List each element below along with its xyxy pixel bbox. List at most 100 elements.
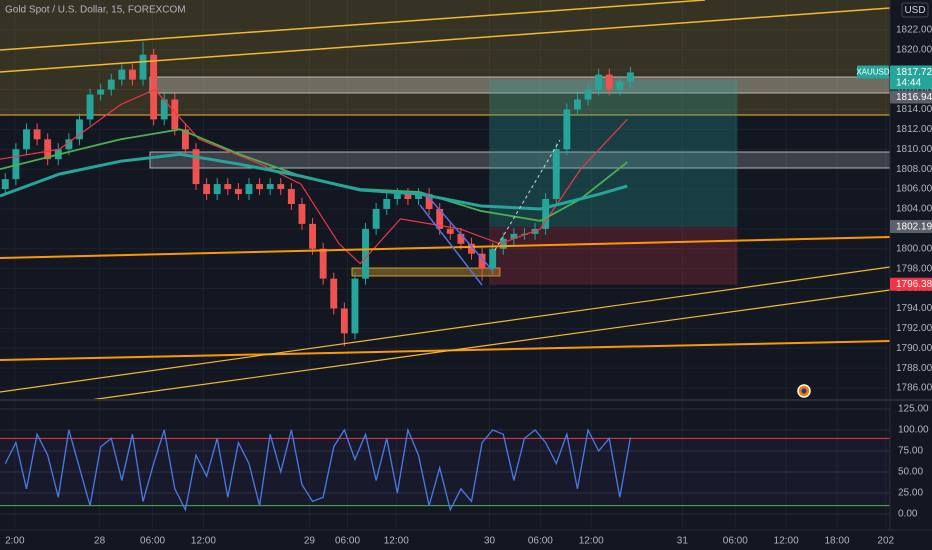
x-tick-label: 30: [484, 536, 496, 547]
candle-body: [213, 184, 221, 195]
candle-body: [605, 74, 613, 90]
y-tick-label: 1790.00: [896, 343, 932, 354]
candle-body: [65, 139, 73, 150]
candle-body: [584, 89, 592, 100]
price-tag-label: 1817.72: [896, 67, 932, 78]
candle-body: [436, 208, 444, 229]
currency-label: USD: [904, 5, 925, 16]
candle-body: [457, 233, 465, 244]
x-tick-label: 12:00: [191, 536, 216, 547]
y-tick-label: 1808.00: [896, 164, 932, 175]
x-tick-label: 2:00: [5, 536, 25, 547]
price-series: [0, 41, 634, 347]
x-tick-label: 202: [877, 536, 894, 547]
y-tick-label: 1792.00: [896, 323, 932, 334]
symbol-tag: [857, 65, 889, 79]
candle-body: [415, 194, 422, 200]
candle-body: [595, 74, 603, 90]
y-tick-label: 1810.00: [896, 144, 932, 155]
candle-body: [468, 243, 475, 254]
candle-body: [266, 184, 274, 190]
candle-body: [118, 69, 126, 80]
oscillator-series: [0, 427, 890, 512]
candle-body: [510, 233, 518, 239]
y-tick-label: 1788.00: [896, 363, 932, 374]
y-tick-label: 1798.00: [896, 263, 932, 274]
candle-body: [97, 89, 105, 95]
y-tick-label: 1812.00: [896, 124, 932, 135]
candle-body: [224, 184, 232, 190]
y-tick-label: 100.00: [898, 425, 929, 436]
candle-body: [499, 238, 507, 249]
candle-body: [478, 253, 486, 269]
price-tag: [890, 277, 932, 291]
x-tick-label: 12:00: [579, 536, 604, 547]
candle-body: [383, 199, 391, 209]
position-box: [489, 80, 738, 285]
candle-body: [23, 129, 30, 150]
candle-body: [160, 99, 168, 120]
candle-body: [256, 184, 264, 190]
candle-body: [626, 72, 634, 82]
y-tick-label: 50.00: [898, 467, 923, 478]
x-tick-label: 12:00: [774, 536, 799, 547]
trend-line: [89, 289, 890, 400]
y-tick-label: 1814.00: [896, 104, 932, 115]
moving-average: [0, 88, 628, 265]
candle-body: [552, 149, 560, 200]
x-tick-label: 28: [94, 536, 106, 547]
price-tag-label: 1802.19: [896, 221, 932, 232]
candle-body: [287, 189, 295, 204]
candle-body: [446, 228, 454, 234]
oscillator-pane: [0, 427, 890, 512]
symbol-label: XAUUSD: [856, 67, 890, 76]
resistance-box: [149, 76, 890, 94]
drawings: [0, 0, 890, 400]
candle-body: [330, 278, 338, 309]
y-tick-label: 125.00: [898, 404, 929, 415]
y-tick-label: 1786.00: [896, 383, 932, 394]
candle-body: [298, 203, 306, 224]
candle-body: [573, 99, 581, 110]
x-tick-label: 06:00: [528, 536, 553, 547]
candle-body: [150, 54, 158, 120]
currency-button[interactable]: [901, 2, 929, 18]
candle-body: [489, 248, 497, 269]
candle-body: [372, 208, 380, 229]
y-tick-label: 1822.00: [896, 24, 932, 35]
level-band: [0, 438, 890, 506]
x-tick-label: 06:00: [140, 536, 165, 547]
candle-body: [192, 149, 200, 185]
candle-body: [44, 139, 52, 160]
price-tag: [890, 65, 932, 90]
channel-line: [419, 204, 483, 286]
price-tag-label: 1816.94: [896, 92, 932, 103]
candle-body: [277, 184, 285, 190]
candle-body: [563, 109, 571, 150]
y-tick-label: 1806.00: [896, 184, 932, 195]
trend-line: [0, 0, 706, 51]
candle-body: [139, 54, 147, 80]
candle-body: [128, 69, 136, 80]
countdown-label: 14:44: [896, 78, 921, 89]
candle-body: [616, 81, 624, 90]
y-tick-label: 1804.00: [896, 204, 932, 215]
event-icon-dot: [801, 388, 807, 394]
x-tick-label: 12:00: [384, 536, 409, 547]
channel-line: [424, 192, 493, 271]
oscillator-line: [4, 427, 632, 512]
candle-body: [351, 278, 359, 334]
trend-line: [0, 236, 890, 259]
level-box: [149, 151, 890, 169]
candle-body: [542, 199, 550, 229]
y-tick-label: 1794.00: [896, 303, 932, 314]
candle-body: [393, 194, 401, 200]
y-tick-label: 0.00: [898, 509, 918, 520]
candle-body: [76, 119, 83, 140]
candle-body: [171, 99, 179, 130]
x-tick-label: 29: [304, 536, 316, 547]
trend-line: [0, 266, 890, 393]
candle-body: [203, 184, 211, 195]
